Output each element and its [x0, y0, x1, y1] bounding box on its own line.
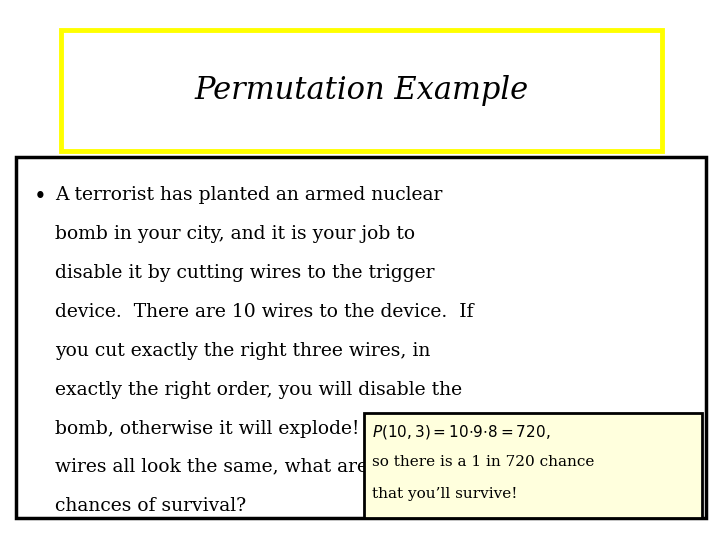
Text: that you’ll survive!: that you’ll survive! [372, 487, 518, 501]
FancyBboxPatch shape [16, 157, 706, 518]
Text: wires all look the same, what are your: wires all look the same, what are your [55, 458, 417, 476]
Text: bomb in your city, and it is your job to: bomb in your city, and it is your job to [55, 225, 415, 243]
Text: bomb, otherwise it will explode!  If the: bomb, otherwise it will explode! If the [55, 420, 423, 437]
Text: Permutation Example: Permutation Example [194, 75, 529, 106]
Text: disable it by cutting wires to the trigger: disable it by cutting wires to the trigg… [55, 264, 435, 282]
Text: so there is a 1 in 720 chance: so there is a 1 in 720 chance [372, 455, 595, 469]
Text: you cut exactly the right three wires, in: you cut exactly the right three wires, i… [55, 342, 431, 360]
FancyBboxPatch shape [61, 30, 662, 151]
Text: A terrorist has planted an armed nuclear: A terrorist has planted an armed nuclear [55, 186, 443, 204]
Text: chances of survival?: chances of survival? [55, 497, 246, 515]
FancyBboxPatch shape [364, 413, 702, 518]
Text: device.  There are 10 wires to the device.  If: device. There are 10 wires to the device… [55, 303, 474, 321]
Text: exactly the right order, you will disable the: exactly the right order, you will disabl… [55, 381, 462, 399]
Text: $P(10,3) = 10{\cdot}9{\cdot}8 = 720,$: $P(10,3) = 10{\cdot}9{\cdot}8 = 720,$ [372, 423, 551, 441]
Text: •: • [34, 186, 47, 208]
